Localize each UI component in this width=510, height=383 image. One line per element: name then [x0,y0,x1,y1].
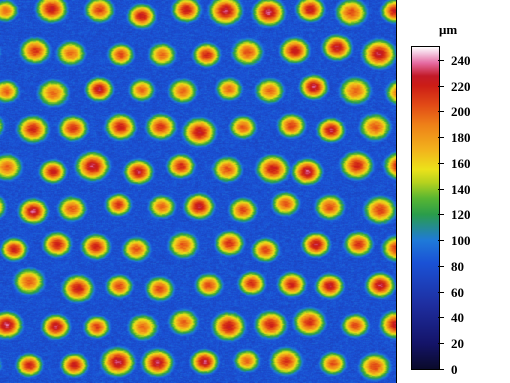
colorbar-tick [438,369,444,370]
colorbar-tick-label: 0 [451,362,458,377]
colorbar-tick-label: 80 [451,258,464,274]
colorbar-tick [438,317,444,319]
colorbar-tick-label: 220 [451,78,471,94]
colorbar-tick-label: 20 [451,336,464,352]
colorbar-tick [438,291,444,293]
colorbar-tick-label: 160 [451,155,471,171]
colorbar-tick-label: 200 [451,104,471,120]
height-map-image [0,0,396,383]
colorbar-tick [438,162,444,164]
colorbar-tick [438,137,444,139]
colorbar-tick [438,188,444,190]
colorbar-tick-label: 140 [451,181,471,197]
colorbar-tick [438,265,444,267]
colorbar-tick [438,240,444,242]
colorbar-tick-label: 240 [451,52,471,68]
colorbar [411,46,440,370]
colorbar-tick-label: 60 [451,284,464,300]
colorbar-tick [438,111,444,113]
colorbar-tick-label: 180 [451,130,471,146]
colorbar-tick [438,59,444,61]
colorbar-tick-label: 100 [451,233,471,249]
colorbar-tick [438,214,444,216]
colorbar-tick [438,343,444,345]
colorbar-tick-label: 40 [451,310,464,326]
colorbar-tick [438,85,444,87]
colorbar-legend: μm 0 20 40 60 80 100 120 140 160 180 200 220 240 [396,0,510,383]
colorbar-tick-label: 120 [451,207,471,223]
unit-label: μm [439,22,458,37]
